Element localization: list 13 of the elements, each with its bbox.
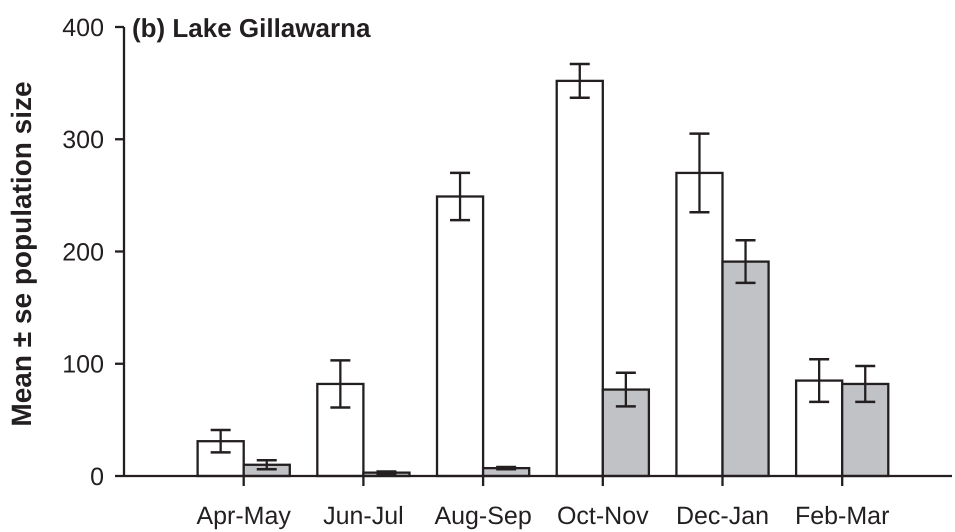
x-tick-label: Dec-Jan	[676, 502, 770, 530]
x-tick-label: Jun-Jul	[323, 502, 404, 530]
y-tick-label: 100	[62, 350, 104, 378]
chart-title: (b) Lake Gillawarna	[132, 13, 371, 43]
y-axis-title: Mean ± se population size	[6, 81, 37, 427]
y-tick-label: 300	[62, 126, 104, 154]
x-tick-label: Feb-Mar	[794, 502, 890, 530]
x-tick-label: Aug-Sep	[434, 502, 532, 530]
x-tick-label: Oct-Nov	[556, 502, 650, 530]
x-tick-label: Apr-May	[196, 502, 292, 530]
y-tick-label: 400	[62, 14, 104, 42]
y-tick-label: 200	[62, 238, 104, 266]
y-tick-label: 0	[90, 462, 104, 491]
